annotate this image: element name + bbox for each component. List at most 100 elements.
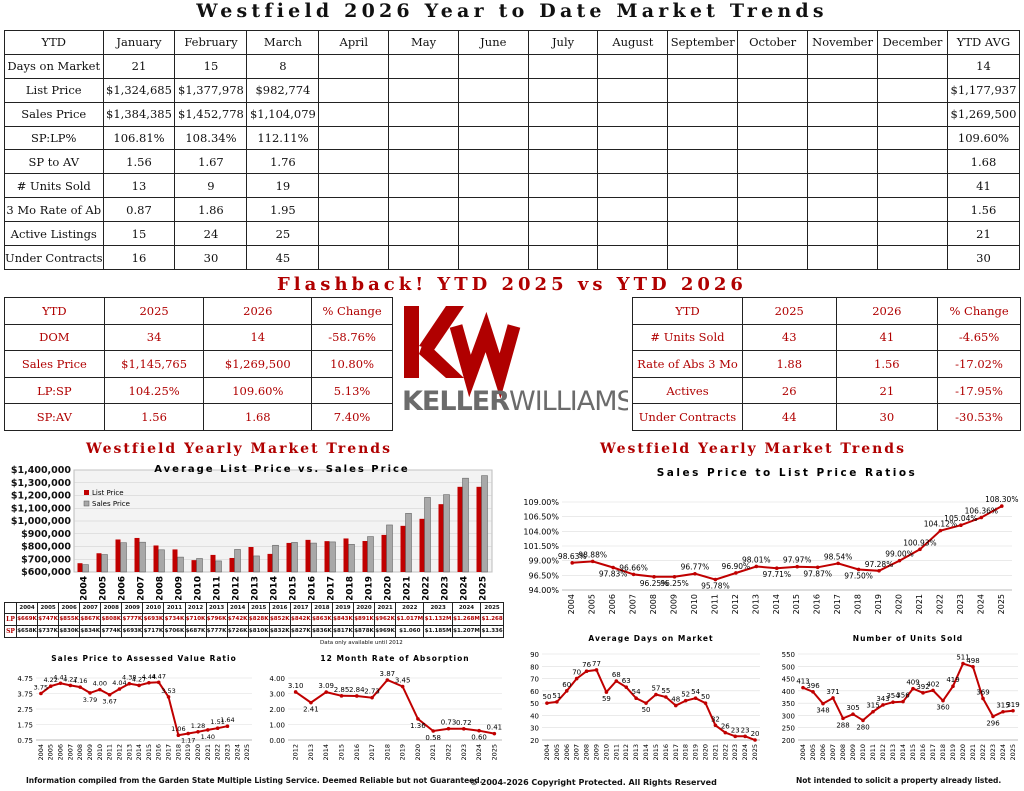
flash-right-header-cell: YTD [632, 297, 743, 325]
lp-sp-cell: $1.268M [451, 612, 482, 626]
y-tick-label: 450 [782, 676, 795, 684]
x-tick-label: 2025 [490, 744, 498, 761]
lp-sp-cell: $658K [15, 624, 39, 639]
data-point [851, 712, 855, 716]
data-label: 106.36% [965, 506, 998, 515]
x-tick-label: 2019 [874, 594, 883, 614]
data-point [918, 547, 922, 552]
bar-sales-price [443, 494, 450, 573]
lp-sp-cell: 2013 [205, 602, 228, 614]
data-label: 4.16 [73, 677, 87, 685]
flash-left-cell: -58.76% [311, 323, 393, 352]
ytd-cell [737, 173, 809, 199]
data-point [147, 681, 151, 685]
y-tick-label: 4.75 [17, 675, 33, 683]
legend-list-price: List Price [92, 489, 124, 497]
data-label: 97.50% [844, 571, 873, 580]
data-label: 2.85 [334, 686, 350, 694]
ytd-cell [318, 221, 390, 247]
data-point [137, 683, 141, 688]
page-title: Westfield 2026 Year to Date Market Trend… [196, 0, 828, 22]
ytd-cell [318, 77, 390, 103]
ytd-cell [737, 149, 809, 175]
lp-sp-row-label: SP [4, 624, 17, 639]
ytd-cell [737, 101, 809, 127]
lp-sp-cell: $710K [184, 612, 207, 626]
data-label: 498 [966, 657, 979, 665]
x-tick-label: 2009 [593, 744, 601, 761]
lp-sp-cell: $1.207M [451, 624, 482, 639]
data-label: 98.88% [578, 550, 607, 559]
data-label: 413 [796, 678, 809, 686]
y-tick-label: 60 [530, 688, 539, 696]
flash-left-cell: 7.40% [311, 403, 393, 431]
ytd-row: Sales Price $1,384,385 $1,452,778 $1,104,07… [4, 101, 1021, 127]
y-tick-label: 0.00 [269, 737, 285, 745]
x-tick-label: 2017 [672, 744, 680, 761]
data-label: 319 [1006, 701, 1019, 709]
flash-right-cell: 21 [835, 376, 939, 405]
lp-sp-cell: 2012 [184, 602, 207, 614]
x-tick-label: 2023 [460, 744, 468, 761]
ytd-cell: 45 [246, 245, 320, 270]
ytd-cell [527, 221, 599, 247]
ytd-cell: Active Listings [4, 221, 104, 247]
sp-lp-ratio-chart: Sales Price to List Price Ratios 94.00% 96… [523, 467, 1018, 614]
x-tick-label: 2013 [125, 744, 133, 761]
x-tick-label: 2011 [213, 576, 223, 600]
flash-right-cell: 41 [835, 323, 939, 352]
ytd-header-cell: December [877, 30, 948, 55]
data-label: 4.22 [43, 676, 57, 684]
ytd-cell [457, 53, 529, 79]
x-tick-label: 2005 [47, 744, 55, 761]
ytd-cell [457, 101, 529, 127]
flash-left-header-cell: 2026 [203, 297, 313, 325]
lp-sp-cell: $742K [226, 612, 249, 626]
ytd-cell: 15 [174, 53, 248, 79]
data-label: 2.73 [364, 688, 380, 696]
ytd-cell [597, 197, 669, 223]
data-point [723, 730, 728, 735]
lp-sp-cell: 2022 [395, 602, 425, 614]
x-tick-label: 2010 [602, 744, 610, 761]
data-point [176, 733, 181, 737]
flash-left-cell: Sales Price [4, 350, 105, 378]
data-point [574, 676, 579, 681]
ytd-row: Active Listings 15 24 25 21 [4, 221, 1021, 247]
y-tick-label: 200 [782, 737, 795, 745]
lp-sp-cell: 2019 [331, 602, 355, 614]
ytd-cell [667, 221, 739, 247]
x-tick-label: 2015 [652, 744, 660, 761]
x-tick-label: 2021 [915, 594, 924, 614]
ytd-cell [457, 245, 529, 270]
data-label: 392 [916, 683, 929, 691]
x-tick-label: 2014 [270, 576, 280, 600]
data-point [624, 685, 629, 689]
x-tick-label: 2019 [399, 744, 407, 761]
lp-sp-cell: $737K [37, 624, 60, 639]
data-label: 98.01% [742, 555, 771, 564]
flash-right-cell: 26 [741, 376, 837, 405]
x-tick-label: 2016 [353, 744, 361, 761]
flash-left-cell: SP:AV [4, 403, 105, 431]
y-tick-label: 550 [782, 651, 795, 659]
data-point [959, 523, 963, 528]
data-point [871, 709, 875, 714]
data-label: 63 [622, 677, 631, 685]
flash-right-cell: -4.65% [937, 323, 1021, 352]
series-line [295, 678, 495, 735]
data-point [309, 700, 313, 705]
x-tick-label: 2009 [175, 576, 185, 600]
lp-sp-cell: 2004 [15, 602, 39, 614]
data-point [801, 685, 805, 690]
lp-sp-cell: $669K [15, 612, 39, 626]
days-on-market-chart: Average Days on Market203040506070809020… [530, 634, 760, 761]
ytd-cell: 14 [946, 53, 1021, 79]
data-point [836, 561, 840, 566]
lp-sp-cell: $693K [142, 612, 165, 626]
data-label: 68 [612, 671, 621, 679]
x-tick-label: 2011 [869, 744, 877, 761]
x-tick-label: 2012 [232, 576, 242, 600]
data-label: 50 [642, 706, 651, 714]
lp-sp-cell: $1.336 [480, 624, 504, 639]
